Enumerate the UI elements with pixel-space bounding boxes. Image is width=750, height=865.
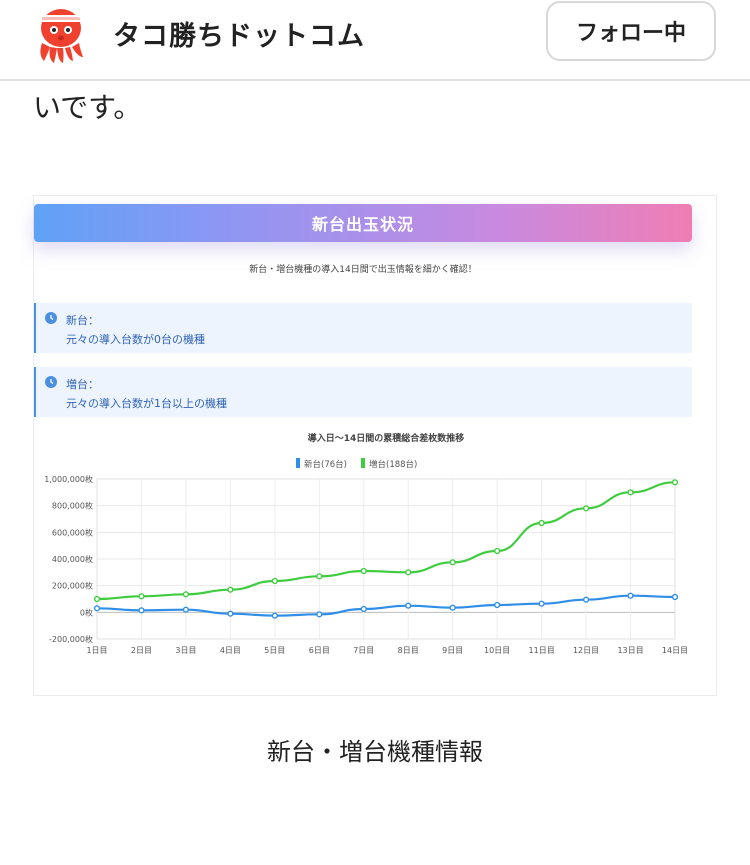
data-point	[671, 479, 679, 486]
data-point	[671, 593, 679, 601]
data-point	[405, 602, 412, 609]
legend-swatch	[361, 458, 365, 468]
clock-icon	[45, 312, 57, 324]
y-tick-label: 400,000枚	[52, 554, 93, 564]
legend-label: 増台(188台)	[369, 459, 417, 470]
x-tick-label: 13日目	[617, 646, 643, 655]
x-tick-label: 4日目	[220, 646, 241, 655]
data-point	[449, 604, 456, 611]
data-point	[494, 547, 501, 555]
x-tick-label: 5日目	[264, 646, 285, 655]
info-desc: 元々の導入台数が1台以上の機種	[66, 397, 227, 410]
data-point	[582, 505, 590, 512]
data-point	[360, 567, 367, 575]
figure-caption: 新台・増台機種情報	[267, 738, 483, 766]
x-tick-label: 10日目	[484, 646, 510, 655]
x-tick-label: 3日目	[175, 646, 196, 655]
data-point	[627, 489, 634, 496]
card-subtitle: 新台・増台機種の導入14日間で出玉情報を細かく確認！	[249, 265, 477, 275]
y-tick-label: 1,000,000枚	[44, 474, 93, 484]
article-text: いです。	[33, 91, 142, 124]
y-tick-label: 800,000枚	[52, 501, 93, 511]
x-tick-label: 14日目	[662, 646, 688, 655]
y-tick-label: 200,000枚	[52, 581, 93, 591]
info-desc: 元々の導入台数が0台の機種	[66, 333, 205, 346]
info-box-new: 新台： 元々の導入台数が0台の機種	[34, 303, 692, 353]
series-line	[96, 481, 676, 601]
data-point	[138, 593, 145, 600]
app-header: タコ勝ちドットコム フォロー中	[0, 0, 750, 81]
x-tick-label: 6日目	[309, 646, 330, 655]
banner-title: 新台出玉状況	[34, 204, 692, 242]
y-tick-label: -200,000枚	[49, 634, 93, 644]
y-tick-label: 600,000枚	[52, 527, 93, 537]
data-point	[93, 595, 101, 603]
data-point	[494, 601, 501, 609]
x-tick-label: 2日目	[131, 646, 152, 655]
x-tick-label: 1日目	[86, 646, 107, 655]
data-point	[227, 586, 234, 593]
x-tick-label: 9日目	[442, 646, 463, 655]
data-point	[405, 569, 412, 576]
data-point	[182, 606, 190, 613]
info-box-added: 増台： 元々の導入台数が1台以上の機種	[34, 367, 692, 417]
follow-button[interactable]: フォロー中	[546, 1, 716, 61]
plot-frame	[96, 478, 676, 640]
data-point	[582, 596, 590, 603]
y-tick-label: 0枚	[80, 607, 93, 617]
data-point	[449, 559, 456, 566]
data-point	[538, 519, 545, 527]
series-line	[96, 594, 676, 617]
legend-label: 新台(76台)	[304, 459, 347, 470]
data-point	[138, 607, 145, 614]
data-point	[271, 577, 278, 585]
data-point	[360, 605, 367, 613]
legend-swatch	[296, 458, 300, 468]
data-point	[93, 605, 101, 612]
x-tick-label: 7日目	[353, 646, 374, 655]
info-title: 新台：	[66, 314, 99, 327]
data-point	[316, 573, 323, 580]
data-point	[227, 610, 234, 617]
data-point	[271, 612, 278, 619]
chart-card: 新台出玉状況 新台・増台機種の導入14日間で出玉情報を細かく確認！ 新台： 元々…	[33, 195, 717, 696]
chart-title: 導入日〜14日間の累積総合差枚数推移	[308, 432, 465, 444]
data-point	[316, 611, 323, 618]
info-title: 増台：	[66, 378, 99, 391]
x-tick-label: 8日目	[398, 646, 419, 655]
site-name[interactable]: タコ勝ちドットコム	[113, 21, 365, 52]
data-point	[182, 591, 190, 598]
octopus-mascot-icon[interactable]	[30, 3, 92, 65]
clock-icon	[45, 376, 57, 388]
x-tick-label: 11日目	[529, 646, 555, 655]
x-tick-label: 12日目	[573, 646, 599, 655]
data-point	[627, 592, 634, 599]
data-point	[538, 600, 545, 607]
